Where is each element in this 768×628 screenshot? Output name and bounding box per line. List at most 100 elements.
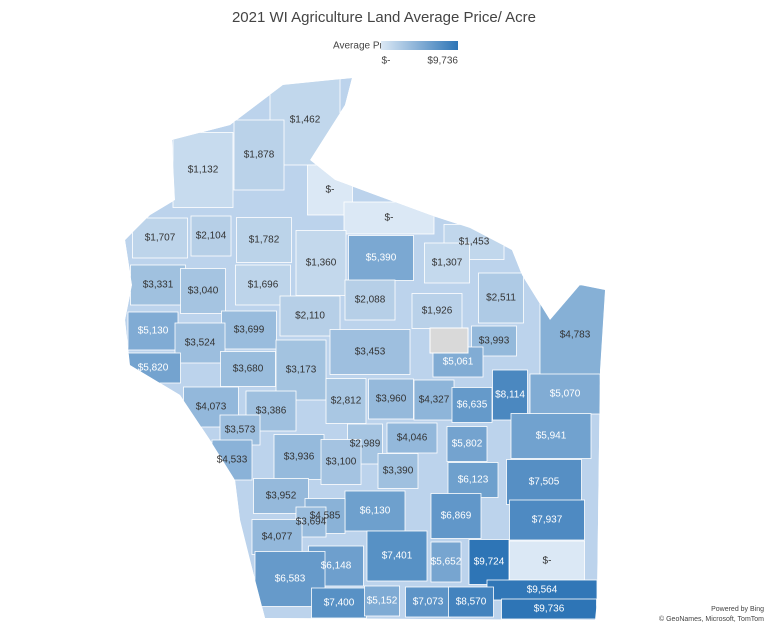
county [368, 378, 414, 420]
county [325, 378, 367, 424]
county-label: $1,132 [188, 165, 219, 176]
county [509, 540, 585, 582]
county [478, 272, 524, 324]
county-label: $7,937 [532, 515, 563, 526]
county-label: $7,073 [413, 597, 444, 608]
county-label: $4,077 [262, 532, 293, 543]
legend-max: $9,736 [427, 56, 458, 67]
county-label: $3,100 [326, 457, 357, 468]
county-label: $1,696 [248, 280, 279, 291]
county-label: $1,707 [145, 233, 176, 244]
county-label: $4,585 [310, 511, 341, 522]
county-label: $5,941 [536, 431, 567, 442]
county-label: $4,327 [419, 395, 450, 406]
county-label: $1,307 [432, 258, 463, 269]
county [430, 493, 482, 539]
county-label: $3,524 [185, 338, 216, 349]
county [364, 585, 400, 617]
county [366, 530, 428, 582]
county-label: $9,564 [527, 585, 558, 596]
county-label: $1,453 [459, 237, 490, 248]
county-label: $8,570 [456, 597, 487, 608]
county-label: $3,694 [296, 517, 327, 528]
county-label: $2,511 [486, 293, 516, 304]
county [413, 379, 455, 421]
county-label: $3,331 [143, 280, 174, 291]
county-label: $3,936 [284, 452, 315, 463]
county [344, 279, 396, 321]
attribution: Powered by Bing [711, 606, 764, 613]
county [132, 217, 188, 259]
county-label: $6,148 [321, 561, 352, 572]
county [451, 387, 493, 423]
county-label: $5,152 [367, 596, 398, 607]
county-label: $5,820 [138, 363, 169, 374]
county-label: $5,130 [138, 326, 169, 337]
county [492, 369, 528, 421]
county-label: $7,505 [529, 477, 560, 488]
county-label: $3,040 [188, 286, 219, 297]
county-label: $4,073 [196, 402, 227, 413]
county-label: $3,573 [225, 425, 256, 436]
county-label: $1,926 [422, 306, 453, 317]
county [233, 119, 285, 191]
county-label: $6,635 [457, 400, 488, 411]
county-label: $7,400 [324, 598, 355, 609]
county-label: $7,401 [382, 551, 413, 562]
county-label: $3,453 [355, 347, 386, 358]
county [320, 439, 362, 485]
county [220, 351, 276, 387]
county-label: $2,088 [355, 295, 386, 306]
county-label: $- [385, 213, 394, 224]
county [448, 586, 494, 618]
county [127, 311, 179, 351]
label-layer: $1,462 $1,878 $1,132 $- $- $1,707 $2,104 $1,782… [138, 115, 591, 615]
county [377, 453, 419, 489]
county-label: $8,114 [495, 390, 525, 401]
county-label: $3,993 [479, 336, 510, 347]
county [329, 329, 411, 375]
county-label: $2,110 [295, 311, 325, 322]
county [180, 268, 226, 314]
county [405, 586, 451, 618]
legend-gradient [381, 41, 458, 50]
county [172, 132, 234, 208]
county [509, 499, 585, 541]
county-label: $3,173 [286, 365, 317, 376]
map-title: 2021 WI Agriculture Land Average Price/ … [232, 9, 536, 26]
county-label: $5,061 [443, 357, 474, 368]
county-label: $6,123 [458, 475, 489, 486]
county [273, 434, 325, 480]
county [311, 587, 367, 619]
county-label: $3,699 [234, 325, 265, 336]
county [275, 339, 327, 401]
county-label: $2,812 [331, 396, 362, 407]
county-label: $5,802 [452, 439, 483, 450]
county-label: $- [326, 185, 335, 196]
county [295, 230, 347, 296]
county-label: $5,070 [550, 389, 581, 400]
county-label: $6,130 [360, 506, 391, 517]
county-label: $6,583 [275, 574, 306, 585]
county-label: $3,390 [383, 466, 414, 477]
county-label: $5,390 [366, 253, 397, 264]
county-label: $6,869 [441, 511, 472, 522]
no-data-county [429, 327, 469, 354]
county [348, 235, 414, 281]
attribution: © GeoNames, Microsoft, TomTom [659, 615, 764, 623]
county-label: $3,952 [266, 491, 297, 502]
county [236, 217, 292, 263]
county [190, 215, 232, 257]
county-label: $3,680 [233, 364, 264, 375]
legend-min: $- [382, 56, 391, 67]
county-label: $4,533 [217, 455, 248, 466]
county [411, 293, 463, 329]
county-label: $1,462 [290, 115, 321, 126]
county [386, 422, 438, 454]
county-label: $5,652 [431, 557, 462, 568]
county-label: $9,736 [534, 604, 565, 615]
county [446, 426, 488, 462]
county-label: $1,782 [249, 235, 280, 246]
county [506, 459, 582, 505]
county-label: $4,783 [560, 330, 591, 341]
